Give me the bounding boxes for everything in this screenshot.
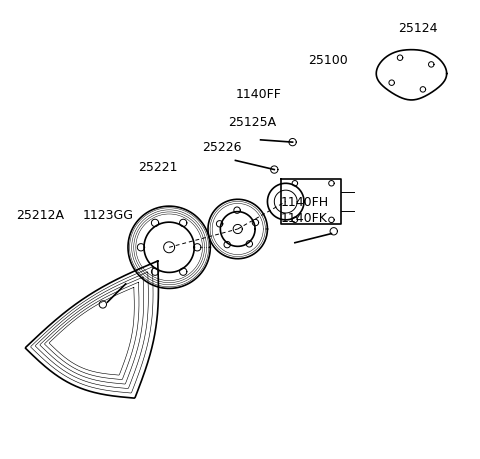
Text: 25212A: 25212A — [16, 209, 64, 222]
Text: 25124: 25124 — [398, 22, 437, 35]
Text: 25125A: 25125A — [228, 116, 276, 129]
Text: 25221: 25221 — [139, 161, 178, 174]
Text: 1140FH
1140FK: 1140FH 1140FK — [281, 195, 329, 224]
Text: 1140FF: 1140FF — [235, 88, 281, 101]
Text: 25100: 25100 — [309, 54, 348, 67]
Text: 1123GG: 1123GG — [82, 209, 133, 222]
Text: 25226: 25226 — [203, 140, 242, 153]
